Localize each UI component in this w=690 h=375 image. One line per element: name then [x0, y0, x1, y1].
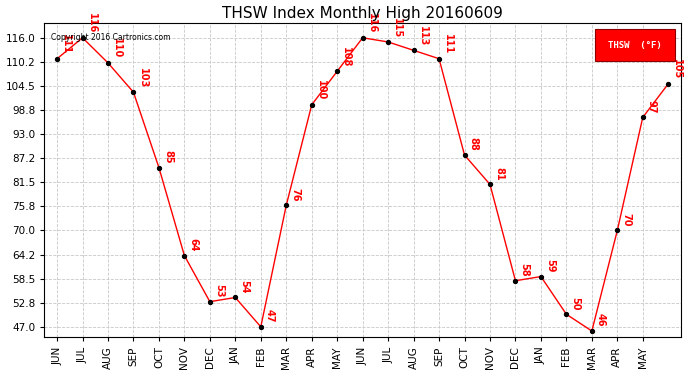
Text: THSW  (°F): THSW (°F)	[608, 40, 662, 50]
Text: 64: 64	[188, 238, 199, 252]
Text: 113: 113	[417, 26, 428, 46]
Point	[535, 273, 546, 279]
Point	[612, 228, 623, 234]
Text: Copyright 2016 Cartronics.com: Copyright 2016 Cartronics.com	[50, 33, 170, 42]
Text: 111: 111	[61, 34, 71, 54]
Point	[408, 47, 419, 53]
Text: 50: 50	[571, 297, 580, 310]
Point	[128, 89, 139, 95]
Point	[433, 56, 444, 62]
Point	[332, 68, 343, 74]
Text: 111: 111	[443, 34, 453, 54]
Text: 103: 103	[137, 68, 148, 88]
Point	[153, 165, 164, 171]
Point	[77, 35, 88, 41]
Text: 46: 46	[596, 314, 606, 327]
Text: 116: 116	[87, 13, 97, 34]
Text: 88: 88	[469, 137, 479, 151]
Point	[638, 114, 649, 120]
Text: 85: 85	[163, 150, 173, 164]
Text: 47: 47	[265, 309, 275, 322]
Text: 81: 81	[494, 166, 504, 180]
Text: 70: 70	[622, 213, 631, 226]
Title: THSW Index Monthly High 20160609: THSW Index Monthly High 20160609	[222, 6, 503, 21]
Point	[357, 35, 368, 41]
Point	[586, 328, 598, 334]
Text: 58: 58	[520, 263, 530, 277]
Text: 110: 110	[112, 39, 122, 59]
Text: 97: 97	[647, 100, 657, 113]
Point	[382, 39, 393, 45]
Text: 115: 115	[393, 18, 402, 38]
Point	[662, 81, 673, 87]
Text: 54: 54	[239, 280, 250, 293]
Text: 105: 105	[673, 59, 682, 80]
Point	[510, 278, 521, 284]
Text: 100: 100	[316, 80, 326, 100]
Point	[52, 56, 63, 62]
Point	[306, 102, 317, 108]
Text: 116: 116	[367, 13, 377, 34]
Point	[179, 253, 190, 259]
Text: 108: 108	[342, 47, 351, 67]
Point	[281, 202, 292, 208]
Point	[484, 182, 495, 188]
Point	[255, 324, 266, 330]
Text: 76: 76	[290, 188, 300, 201]
FancyBboxPatch shape	[595, 29, 675, 61]
Point	[459, 152, 470, 158]
Text: 53: 53	[214, 284, 224, 297]
Point	[230, 294, 241, 300]
Point	[561, 311, 572, 317]
Point	[204, 298, 215, 304]
Point	[103, 60, 114, 66]
Text: 59: 59	[545, 259, 555, 272]
